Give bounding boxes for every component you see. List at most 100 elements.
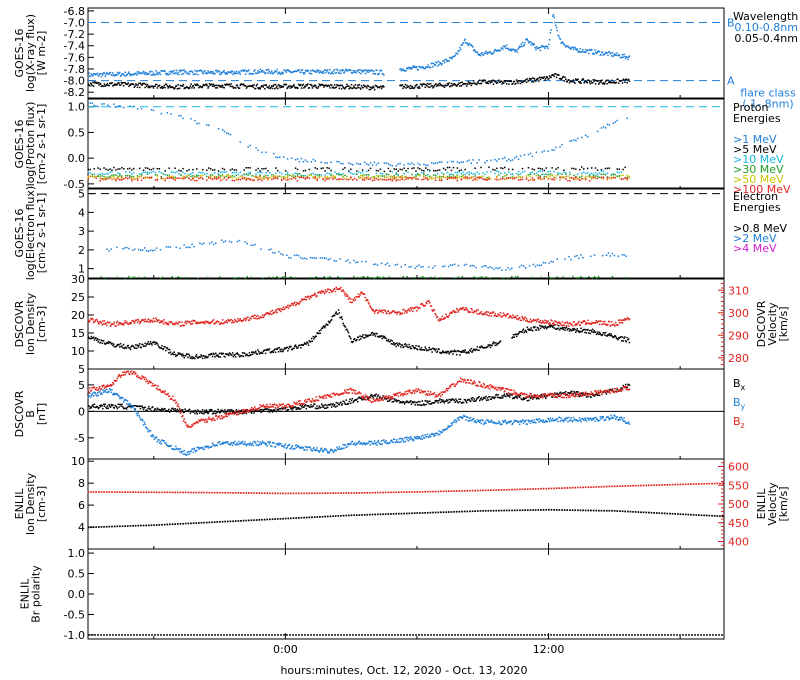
data-point bbox=[119, 175, 121, 178]
data-point bbox=[548, 75, 551, 77]
data-point bbox=[343, 71, 346, 73]
data-point bbox=[169, 72, 172, 75]
data-point bbox=[423, 178, 425, 180]
data-point bbox=[102, 323, 105, 325]
data-point bbox=[103, 342, 106, 345]
data-point bbox=[129, 347, 131, 349]
data-point bbox=[158, 408, 161, 411]
data-point bbox=[99, 168, 101, 170]
data-point bbox=[622, 178, 624, 180]
data-point bbox=[315, 71, 317, 73]
data-point bbox=[92, 73, 95, 75]
data-point bbox=[395, 345, 397, 348]
data-point bbox=[215, 354, 218, 356]
data-point bbox=[392, 343, 394, 345]
data-point bbox=[124, 247, 126, 249]
data-point bbox=[299, 71, 301, 74]
data-point bbox=[211, 413, 214, 415]
data-point bbox=[600, 168, 603, 171]
data-point bbox=[119, 84, 122, 86]
data-point bbox=[479, 53, 481, 56]
data-point bbox=[449, 57, 451, 59]
data-point bbox=[136, 176, 139, 178]
data-point bbox=[460, 402, 463, 404]
data-point bbox=[140, 83, 142, 86]
data-point bbox=[425, 84, 427, 86]
data-point bbox=[571, 140, 573, 142]
data-point bbox=[111, 82, 113, 84]
data-point bbox=[276, 85, 278, 87]
data-point bbox=[148, 172, 151, 174]
data-point bbox=[243, 84, 245, 86]
data-point bbox=[101, 103, 103, 105]
data-point bbox=[162, 87, 164, 89]
data-point bbox=[533, 326, 535, 329]
data-point bbox=[376, 264, 379, 266]
data-point bbox=[221, 171, 224, 173]
data-point bbox=[91, 84, 93, 87]
data-point bbox=[109, 177, 111, 179]
data-point bbox=[557, 322, 559, 324]
data-point bbox=[282, 86, 284, 88]
data-point bbox=[525, 178, 528, 180]
data-point bbox=[112, 343, 115, 345]
data-point bbox=[175, 321, 178, 324]
data-point bbox=[497, 80, 499, 82]
data-point bbox=[400, 70, 403, 72]
data-point bbox=[93, 81, 96, 83]
data-point bbox=[95, 319, 97, 321]
data-point bbox=[604, 127, 607, 129]
data-point bbox=[108, 340, 110, 343]
data-point bbox=[124, 277, 126, 279]
data-point bbox=[541, 45, 543, 47]
data-point bbox=[394, 311, 397, 314]
data-point bbox=[168, 177, 170, 179]
data-point bbox=[365, 336, 367, 338]
data-point bbox=[385, 162, 388, 164]
data-point bbox=[102, 320, 104, 322]
data-point bbox=[367, 71, 370, 73]
data-point bbox=[450, 176, 453, 178]
data-point bbox=[330, 403, 332, 405]
data-point bbox=[597, 331, 599, 333]
data-point bbox=[141, 72, 143, 75]
data-point bbox=[391, 176, 393, 178]
data-point bbox=[588, 79, 590, 82]
legend-title: Energies bbox=[733, 112, 781, 125]
flare-class-letter: A bbox=[727, 75, 735, 88]
data-point bbox=[382, 395, 384, 397]
data-point bbox=[508, 317, 510, 319]
data-point bbox=[436, 316, 439, 318]
data-point bbox=[624, 57, 627, 60]
data-point bbox=[512, 316, 515, 319]
data-point bbox=[302, 160, 305, 163]
data-point bbox=[196, 175, 198, 177]
data-point bbox=[127, 82, 129, 84]
data-point bbox=[519, 178, 522, 181]
data-point bbox=[156, 71, 159, 74]
data-point bbox=[279, 408, 281, 410]
data-point bbox=[140, 72, 142, 75]
data-point bbox=[306, 70, 308, 72]
data-point bbox=[292, 85, 294, 87]
data-point bbox=[402, 87, 404, 90]
data-point bbox=[168, 175, 170, 177]
data-point bbox=[473, 310, 476, 312]
data-point bbox=[124, 320, 126, 322]
data-point bbox=[155, 410, 158, 412]
data-point bbox=[481, 313, 483, 315]
data-point bbox=[248, 352, 251, 354]
data-point bbox=[555, 76, 558, 79]
data-point bbox=[166, 72, 169, 75]
data-point bbox=[581, 321, 584, 323]
data-point bbox=[160, 87, 162, 89]
data-point bbox=[586, 175, 589, 177]
data-point bbox=[114, 84, 116, 86]
data-point bbox=[511, 267, 513, 270]
data-point bbox=[604, 51, 607, 54]
data-point bbox=[349, 69, 351, 71]
data-point bbox=[190, 118, 192, 120]
data-point bbox=[400, 401, 403, 404]
data-point bbox=[273, 174, 275, 177]
data-point bbox=[277, 84, 280, 86]
